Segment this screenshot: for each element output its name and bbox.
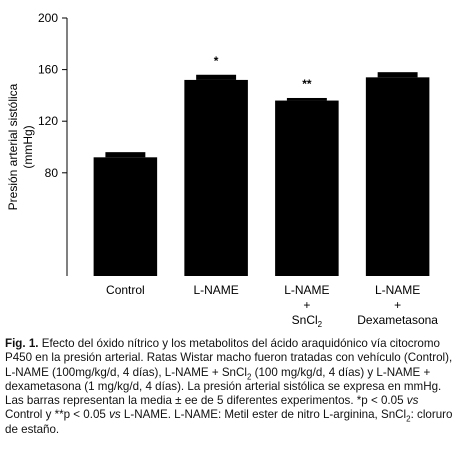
x-tick-label: Control xyxy=(106,283,145,297)
bar xyxy=(93,157,158,276)
y-tick-label: 120 xyxy=(38,114,58,128)
x-tick-label-line: + xyxy=(394,298,401,312)
annotation: * xyxy=(214,54,219,68)
x-tick-label: L-NAME + SnCl2 xyxy=(284,283,329,329)
x-tick-label-line: + xyxy=(303,298,310,312)
y-axis-label-line: Presión arterial sistólica xyxy=(6,83,20,210)
caption-text: Control y **p < 0.05 xyxy=(5,408,110,422)
x-tick-label-sub: 2 xyxy=(318,320,323,329)
caption-sub: 2 xyxy=(246,371,252,381)
chart: 80 120 160 200 Presión arterial sistólica(mm… xyxy=(6,11,438,329)
y-axis-label-line: (mmHg) xyxy=(21,125,35,168)
x-tick-label-line: L-NAME xyxy=(284,283,329,297)
annotation: ** xyxy=(302,77,312,91)
x-tick-label-line: Control xyxy=(106,283,145,297)
caption-italic: vs xyxy=(406,394,419,408)
caption-sub: 2 xyxy=(406,414,411,424)
error-bar xyxy=(286,97,327,101)
caption-text: : cloruro de estaño. xyxy=(5,408,453,436)
y-tick-label: 200 xyxy=(38,11,58,25)
caption-italic: vs xyxy=(109,408,121,422)
x-tick-label: L-NAME + Dexametasona xyxy=(357,283,438,327)
caption-text: L-NAME. L-NAME: Metil ester de nitro L-a… xyxy=(120,408,407,422)
bar xyxy=(184,79,248,276)
x-tick-label-line: SnCl2 xyxy=(292,313,323,329)
x-tick-label-line: Dexametasona xyxy=(357,313,438,327)
caption-text: (100 mg/kg/d, 4 días) y L-NAME + dexamet… xyxy=(5,365,442,408)
y-axis-label: Presión arterial sistólica(mmHg) xyxy=(6,83,35,210)
caption: Fig. 1. Efecto del óxido nítrico y los m… xyxy=(5,337,457,437)
caption-text: Efecto del óxido nítrico y los metabolit… xyxy=(5,337,453,379)
error-bar xyxy=(377,72,418,78)
error-bar xyxy=(105,152,146,158)
caption-label: Fig. 1. xyxy=(5,337,39,350)
bar xyxy=(365,77,430,276)
y-tick-label: 160 xyxy=(38,63,58,77)
x-tick-label-line: L-NAME xyxy=(375,283,420,297)
x-tick-label-line: L-NAME xyxy=(193,283,238,297)
error-bar xyxy=(196,74,237,80)
x-tick-label: L-NAME xyxy=(193,283,238,297)
bar xyxy=(275,100,339,276)
y-tick-label: 80 xyxy=(45,166,59,180)
x-tick-label-part: SnCl xyxy=(292,313,318,327)
